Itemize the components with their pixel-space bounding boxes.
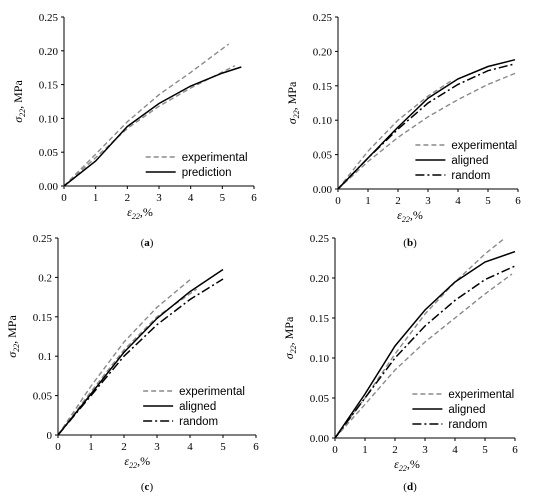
x-tick-label: 5 bbox=[482, 444, 488, 456]
x-axis-label: ε22,% bbox=[127, 205, 153, 221]
legend-label-random: random bbox=[179, 416, 218, 428]
series-line-experimental-1 bbox=[334, 239, 504, 439]
y-tick-label: 0.00 bbox=[39, 181, 59, 193]
legend-label-random: random bbox=[451, 170, 490, 182]
series-line-experimental-2 bbox=[334, 273, 513, 439]
y-tick-label: 0.2 bbox=[38, 272, 52, 284]
x-tick-label: 3 bbox=[154, 441, 160, 453]
x-tick-label: 2 bbox=[395, 195, 401, 207]
chart-panel-2: 0.00 0.05 0.10 0.15 0.20 0.25 0 1 2 3 4 5 6 ε22,% σ22,… bbox=[285, 12, 521, 249]
x-tick-label: 5 bbox=[220, 192, 226, 204]
series-line-experimental-2 bbox=[63, 65, 236, 187]
series-line-aligned-3 bbox=[334, 250, 516, 439]
x-tick-label: 6 bbox=[251, 192, 257, 204]
x-tick-label: 4 bbox=[452, 444, 458, 456]
panel-caption: (a) bbox=[141, 237, 154, 249]
y-tick-label: 0.20 bbox=[39, 46, 59, 58]
y-tick-label: 0.20 bbox=[313, 46, 333, 58]
y-tick-label: 0.00 bbox=[313, 184, 333, 196]
x-tick-label: 1 bbox=[365, 195, 371, 207]
x-tick-label: 6 bbox=[515, 195, 521, 207]
chart-panel-3: 0 0.05 0.1 0.15 0.2 0.25 0 1 2 3 4 5 6 ε22,% σ22, MPa e… bbox=[5, 233, 259, 493]
x-tick-label: 5 bbox=[485, 195, 491, 207]
y-axis-label: σ22, MPa bbox=[285, 81, 301, 124]
legend-label-aligned: aligned bbox=[179, 401, 216, 413]
x-tick-label: 0 bbox=[61, 192, 67, 204]
panel-caption: (d) bbox=[403, 481, 417, 493]
y-tick-label: 0.25 bbox=[33, 233, 53, 245]
series-line-random-4 bbox=[334, 265, 516, 439]
x-tick-label: 3 bbox=[422, 444, 428, 456]
x-tick-label: 4 bbox=[188, 192, 194, 204]
y-tick-label: 0.25 bbox=[39, 12, 59, 24]
x-axis-label: ε22,% bbox=[397, 208, 423, 224]
legend-label-experimental: experimental bbox=[182, 152, 248, 164]
y-tick-label: 0.05 bbox=[39, 147, 59, 159]
series-line-random-4 bbox=[337, 63, 516, 190]
y-tick-label: 0.05 bbox=[310, 393, 330, 405]
x-tick-label: 1 bbox=[93, 192, 99, 204]
x-tick-label: 1 bbox=[88, 441, 94, 453]
series-line-prediction-3 bbox=[63, 66, 242, 187]
y-tick-label: 0.1 bbox=[38, 351, 52, 363]
chart-panel-4: 0.00 0.05 0.10 0.15 0.20 0.25 0 1 2 3 4 5 6 ε22,% σ22,… bbox=[282, 233, 518, 493]
y-tick-label: 0.10 bbox=[310, 353, 330, 365]
chart-panel-1: 0.00 0.05 0.10 0.15 0.20 0.25 0 1 2 3 4 5 6 ε22,% σ22,… bbox=[11, 12, 257, 249]
x-tick-label: 6 bbox=[253, 441, 259, 453]
x-tick-label: 0 bbox=[335, 195, 341, 207]
y-axis-label: σ22, MPa bbox=[11, 80, 27, 123]
x-tick-label: 2 bbox=[121, 441, 127, 453]
y-tick-label: 0.25 bbox=[313, 12, 333, 24]
y-tick-label: 0.05 bbox=[33, 391, 53, 403]
series-line-experimental-2 bbox=[337, 79, 453, 190]
legend-label-aligned: aligned bbox=[448, 404, 485, 416]
y-tick-label: 0.00 bbox=[310, 433, 330, 445]
x-tick-label: 0 bbox=[55, 441, 61, 453]
x-tick-label: 3 bbox=[156, 192, 162, 204]
y-tick-label: 0.05 bbox=[313, 150, 333, 162]
y-tick-label: 0.10 bbox=[39, 113, 59, 125]
x-tick-label: 2 bbox=[125, 192, 131, 204]
series-line-experimental-1 bbox=[337, 72, 516, 190]
x-axis-label: ε22,% bbox=[394, 457, 420, 473]
series-line-aligned-3 bbox=[337, 58, 516, 190]
y-tick-label: 0.25 bbox=[310, 233, 330, 245]
y-tick-label: 0.10 bbox=[313, 115, 333, 127]
x-axis-label: ε22,% bbox=[124, 454, 150, 470]
y-tick-label: 0.15 bbox=[33, 312, 53, 324]
x-tick-label: 0 bbox=[332, 444, 338, 456]
series-line-aligned-3 bbox=[57, 268, 224, 436]
y-tick-label: 0.15 bbox=[39, 80, 59, 92]
legend-label-prediction: prediction bbox=[182, 167, 232, 179]
y-tick-label: 0.20 bbox=[310, 273, 330, 285]
y-tick-label: 0.15 bbox=[310, 313, 330, 325]
x-tick-label: 6 bbox=[512, 444, 518, 456]
series-line-experimental-1 bbox=[63, 43, 230, 187]
panel-caption: (c) bbox=[141, 481, 154, 493]
legend-label-random: random bbox=[448, 419, 487, 431]
x-tick-label: 4 bbox=[187, 441, 193, 453]
x-tick-label: 1 bbox=[362, 444, 368, 456]
y-tick-label: 0.15 bbox=[313, 81, 333, 93]
legend-label-aligned: aligned bbox=[451, 155, 488, 167]
legend-label-experimental: experimental bbox=[451, 140, 517, 152]
panel-caption: (b) bbox=[403, 237, 417, 249]
x-tick-label: 2 bbox=[392, 444, 398, 456]
x-tick-label: 3 bbox=[425, 195, 431, 207]
y-axis-label: σ22, MPa bbox=[282, 316, 298, 359]
x-tick-label: 4 bbox=[455, 195, 461, 207]
legend-label-experimental: experimental bbox=[448, 389, 514, 401]
series-line-random-4 bbox=[57, 278, 224, 436]
series-line-experimental-1 bbox=[57, 279, 191, 436]
x-tick-label: 5 bbox=[220, 441, 226, 453]
legend-label-experimental: experimental bbox=[179, 386, 245, 398]
y-axis-label: σ22, MPa bbox=[5, 315, 21, 358]
y-tick-label: 0 bbox=[47, 430, 53, 442]
